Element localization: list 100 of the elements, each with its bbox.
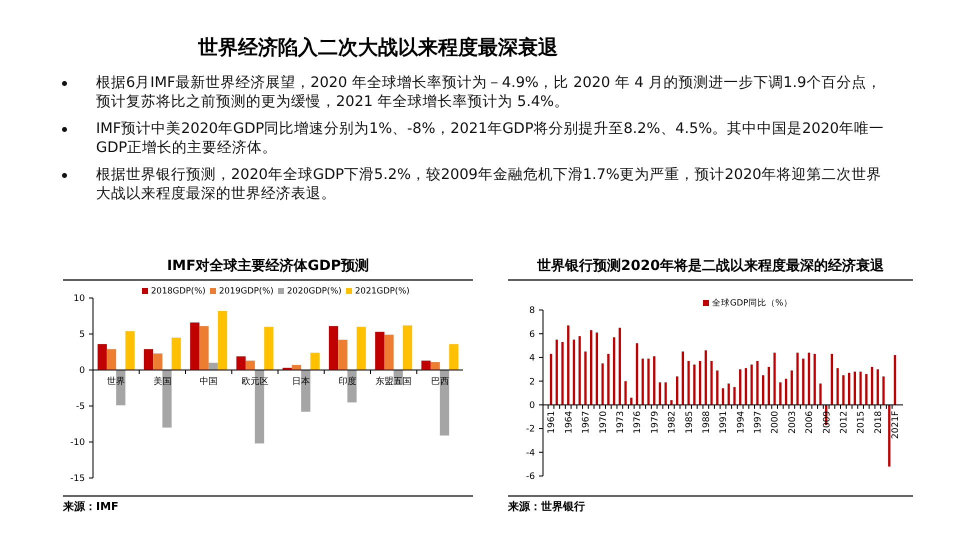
bar [236,356,246,370]
bar [704,350,707,405]
bar [98,344,107,370]
bar [421,360,431,370]
bar [836,368,839,405]
bar [402,325,412,370]
bar [653,356,656,405]
y-tick-label: -6 [526,472,536,482]
bar [264,326,274,370]
bar [865,374,868,405]
bar [642,358,644,405]
source-note: 来源：世界银行 [507,500,585,513]
x-tick-label: 1991 [719,410,730,434]
bar [716,370,718,405]
x-tick-label: 巴西 [430,377,449,387]
bar [556,340,558,405]
text: 根据6月IMF最新世界经济展望，2020 年全球增长率预计为－4.9%，比 2020 年 4 月的预测进一步下调1.9个百分点，预计复苏将比之前预测的更为缓慢，2021 年全球增长率预计为 5.4%。 [96,74,882,112]
x-tick-label: 2003 [788,410,798,434]
y-tick-label: 5 [79,330,85,340]
legend-label: 全球GDP同比（%） [712,298,792,309]
x-tick-label: 1997 [754,410,764,434]
source-note: 来源：IMF [62,500,119,513]
text: IMF预计中美2020年GDP同比增速分别为1%、-8%，2021年GDP将分别提升至8.2%、4.5%。其中中国是2020年唯一GDP正增长的主要经济体。 [96,120,886,158]
bar [208,362,218,370]
x-tick-label: 1961 [547,410,558,434]
bar [449,344,458,370]
x-tick-label: 1967 [582,410,592,434]
bar [338,340,348,370]
x-tick-label: 中国 [200,376,218,387]
x-tick-label: 1982 [668,410,678,434]
y-tick-label: -2 [526,424,535,435]
bar [768,366,770,405]
x-tick-label: 2012 [840,410,850,434]
bar [190,322,200,370]
bar [888,404,890,467]
chart-title: IMF对全球主要经济体GDP预测 [166,257,370,274]
x-tick-label: 1994 [736,410,746,434]
bar [630,398,632,405]
bar [567,325,570,405]
x-tick-label: 2015 [856,410,867,434]
y-tick-label: -5 [76,402,85,412]
x-tick-label: 1976 [633,410,644,434]
bar [578,336,581,405]
x-tick-label: 1970 [598,410,609,434]
y-tick-label: -10 [70,438,86,448]
bar [848,372,850,405]
bar [430,362,440,370]
bar [607,354,610,405]
text: 根据世界银行预测，2020年全球GDP下滑5.2%，较2009年金融危机下滑1.7%更为严重，预计2020年将迎第二次世界大战以来程度最深的世界经济表退。 [96,166,883,204]
bar [596,332,598,405]
bar [814,354,816,405]
legend-label: 2018GDP(%) [151,286,206,297]
x-tick-label: 2009 [822,410,832,434]
x-tick-label: 2000 [770,410,781,434]
bar [172,338,181,370]
bar [590,330,592,405]
y-tick-label: 0 [529,401,536,412]
bar [116,370,126,406]
bar [728,384,730,405]
bar [375,332,384,370]
bar [199,326,209,370]
y-tick-label: -15 [70,474,85,484]
x-tick-label: 2021F [891,410,902,439]
y-tick-label: -4 [526,448,536,458]
text: 世界经济陷入二次大战以来程度最深衰退 [198,34,558,61]
y-tick-label: 8 [529,306,536,316]
bar [756,360,759,405]
bar [153,353,162,370]
bar [618,328,621,405]
bar [106,349,116,370]
x-tick-label: 1988 [702,410,712,434]
x-tick-label: 2006 [805,410,816,434]
bar [854,372,856,405]
bar [246,360,255,370]
x-tick-label: 印度 [338,376,356,387]
bar [739,369,742,405]
y-tick-label: 4 [529,354,536,364]
bar [762,375,764,405]
x-tick-label: 日本 [292,376,310,387]
bar [790,370,793,405]
bar [310,352,320,370]
y-tick-label: 6 [529,330,536,340]
x-tick-label: 1985 [684,410,695,434]
legend-label: 2019GDP(%) [219,286,274,297]
bar [750,364,753,405]
bar [693,364,696,405]
legend-label: 2020GDP(%) [287,286,342,297]
bar [664,382,667,405]
bar [384,334,394,370]
bar [125,331,135,370]
bar [687,360,690,405]
bar [144,349,154,370]
x-tick-label: 1973 [616,410,626,434]
x-tick-label: 美国 [153,376,172,387]
bar [301,370,310,412]
y-tick-label: 10 [74,294,86,304]
bar [218,310,228,370]
bar [676,376,678,405]
bar [876,369,879,405]
bar [601,363,604,405]
